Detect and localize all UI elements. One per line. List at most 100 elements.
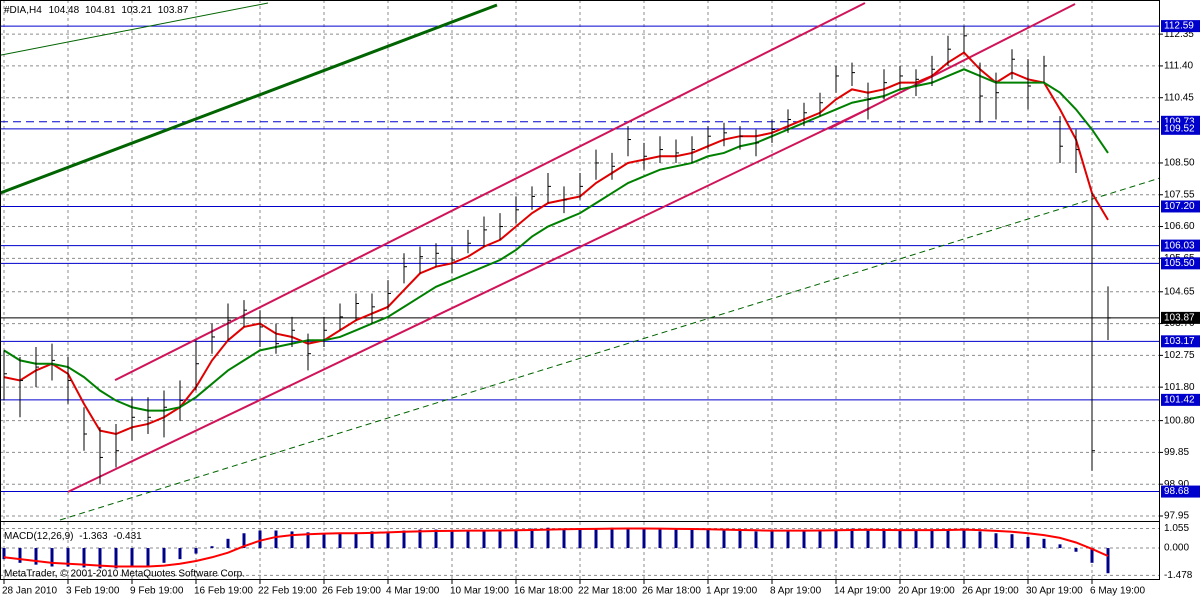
x-tick-label: 3 Feb 19:00 [66,586,120,597]
y-tick-label: 106.60 [1164,221,1195,232]
trendline [0,3,498,195]
macd-bar [930,530,934,549]
y-tick-label: 112.35 [1164,29,1194,40]
x-tick-label: 26 Mar 18:00 [642,586,701,597]
macd-bar [706,529,710,549]
x-tick-label: 20 Apr 19:00 [898,586,955,597]
macd-bar [626,527,630,549]
macd-bar [290,531,294,549]
macd-bar [642,528,646,549]
macd-bar [338,533,342,549]
macd-bar [434,529,438,549]
macd-bar [594,528,598,549]
level-box [1161,257,1200,270]
macd-bar [370,531,374,549]
macd-bar [354,532,358,549]
macd-bar [2,548,6,560]
macd-bar [850,528,854,549]
macd-bar [50,548,54,567]
macd-value: -1.363 [79,531,108,542]
macd-bar [562,528,566,549]
x-tick-label: 16 Mar 18:00 [514,586,573,597]
macd-bar [882,530,886,549]
macd-bar [146,548,150,566]
macd-bar [770,531,774,549]
y-tick-label: 1.055 [1164,523,1189,534]
macd-bar [722,529,726,549]
macd-bar [786,530,790,549]
macd-bar [210,546,214,549]
trendline [67,107,871,493]
level-box [1161,200,1200,213]
level-box [1161,122,1200,135]
level-box [1161,20,1200,33]
macd-bar [306,532,310,549]
macd-bar [1090,548,1094,563]
macd-header: MACD(12,26,9) -1.363 -0.431 [4,531,142,542]
level-label: 103.17 [1164,336,1195,347]
macd-bar [66,548,70,567]
macd-bar [322,533,326,549]
macd-bar [978,531,982,549]
macd-bar [530,528,534,549]
x-tick-label: 14 Apr 19:00 [834,586,891,597]
macd-title: MACD(12,26,9) [4,531,73,542]
macd-bar [946,529,950,549]
level-label: 106.03 [1164,240,1195,251]
macd-bar [818,530,822,549]
y-tick-label: 99.85 [1164,447,1189,458]
y-tick-label: 110.45 [1164,92,1194,103]
price-header: #DIA,H4 104.48 104.81 103.21 103.87 [4,5,189,16]
macd-bar [834,529,838,549]
level-box [1161,335,1200,348]
macd-bar [418,529,422,549]
macd-bar [226,538,230,549]
macd-bar [658,528,662,549]
macd-bar [546,527,550,549]
y-tick-label: 107.55 [1164,189,1195,200]
y-tick-label: -1.478 [1164,570,1193,581]
y-tick-label: 102.75 [1164,350,1195,361]
level-box [1161,239,1200,252]
trendline [114,2,866,382]
x-tick-label: 22 Mar 18:00 [578,586,637,597]
y-tick-label: 108.50 [1164,158,1195,169]
x-tick-label: 6 May 19:00 [1090,586,1145,597]
macd-bar [690,529,694,549]
macd-panel [2,527,1110,574]
macd-bar [802,530,806,549]
quote-open: 104.48 [49,5,80,16]
y-tick-label: 97.95 [1164,511,1189,522]
macd-bar [114,548,118,569]
plot-border [0,0,1160,580]
signal-line [3,527,1109,568]
x-tick-label: 16 Feb 19:00 [194,586,253,597]
x-tick-label: 28 Jan 2010 [2,586,57,597]
trendline [0,2,269,56]
trendline [829,3,1076,130]
level-label: 98.68 [1164,486,1189,497]
macd-bar [18,548,22,563]
macd-bar [258,530,262,549]
level-label: 105.50 [1164,258,1195,269]
level-label: 107.20 [1164,201,1195,212]
x-tick-label: 4 Mar 19:00 [386,586,440,597]
y-tick-label: 101.80 [1164,382,1195,393]
y-tick-label: 0.000 [1164,543,1189,554]
signal-value: -0.431 [113,531,142,542]
macd-bar [1026,536,1030,549]
quote-low: 103.21 [121,5,152,16]
moving-average [3,68,1109,412]
grid [0,0,1160,580]
macd-bar [194,548,198,554]
axes: 28 Jan 2010 3 Feb 19:00 9 Feb 19:00 16 Feb … [2,20,1200,597]
macd-bar [578,528,582,549]
macd-bar [994,533,998,549]
macd-bar [242,533,246,549]
quote-close: 103.87 [158,5,189,16]
y-tick-label: 100.80 [1164,415,1195,426]
macd-bar [914,530,918,549]
y-tick-label: 98.90 [1164,479,1189,490]
